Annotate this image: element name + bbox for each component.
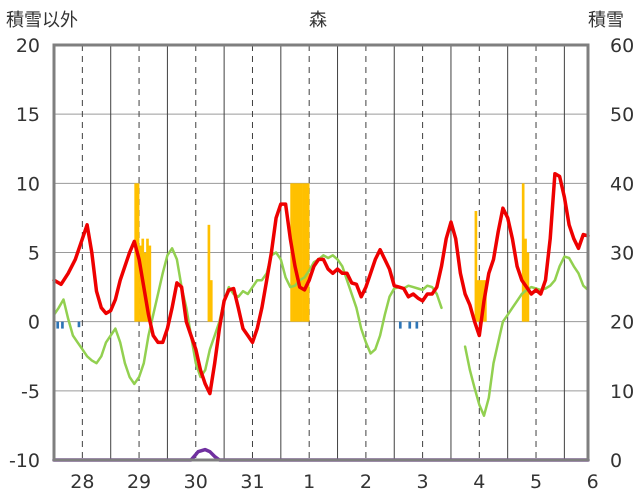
x-tick-label: 4 [473,471,485,493]
bar [139,245,142,322]
x-tick-label: 28 [70,471,94,493]
plot-frame [52,43,590,462]
right-tick-label: 10 [610,381,634,403]
bar [146,238,149,322]
bar [295,183,298,322]
bar [299,183,303,322]
x-axis-ticks: 28 29 30 31 1 2 3 4 5 6 [70,471,599,493]
negative-bar [56,321,60,329]
negative-bar [408,321,412,329]
left-tick-label: 0 [28,312,40,334]
x-tick-label: 30 [184,471,208,493]
line-series [52,171,590,462]
left-axis-ticks: -10 -5 0 5 10 15 20 [9,35,40,472]
bar [306,183,310,322]
x-tick-label: 5 [530,471,542,493]
x-tick-label: 6 [587,471,599,493]
bar [209,280,213,322]
negative-bar [398,321,402,329]
negative-bar [415,321,419,329]
green-line-series [52,247,443,386]
bar [304,183,308,322]
grid-lines [54,45,588,460]
left-tick-label: 15 [16,104,40,126]
right-tick-label: 20 [610,312,634,334]
chart-title: 森 [309,10,327,31]
right-tick-label: 60 [610,35,634,57]
right-axis-title: 積雪 [588,10,624,31]
x-tick-label: 2 [360,471,372,493]
bar [524,238,527,322]
red-line-series [52,171,590,396]
left-tick-label: -10 [9,450,40,472]
bar [474,211,478,322]
left-axis-title: 積雪以外 [6,10,78,31]
x-tick-label: 31 [240,471,264,493]
x-tick-label: 29 [127,471,151,493]
right-tick-label: 50 [610,104,634,126]
right-tick-label: 40 [610,173,634,195]
bar [297,183,301,322]
x-tick-label: 3 [417,471,429,493]
bar [148,245,152,322]
bar [479,280,482,322]
bar [302,183,305,322]
left-tick-label: 5 [28,243,40,265]
bar [207,224,211,322]
negative-bar [77,321,81,328]
left-tick-label: 10 [16,173,40,195]
x-tick-label: 1 [303,471,315,493]
right-tick-label: 0 [610,450,622,472]
left-tick-label: 20 [16,35,40,57]
bar [476,280,480,322]
bar [521,183,525,322]
right-tick-label: 30 [610,243,634,265]
right-axis-ticks: 0 10 20 30 40 50 60 [610,35,634,472]
left-tick-label: -5 [21,381,40,403]
negative-bar [61,321,64,329]
